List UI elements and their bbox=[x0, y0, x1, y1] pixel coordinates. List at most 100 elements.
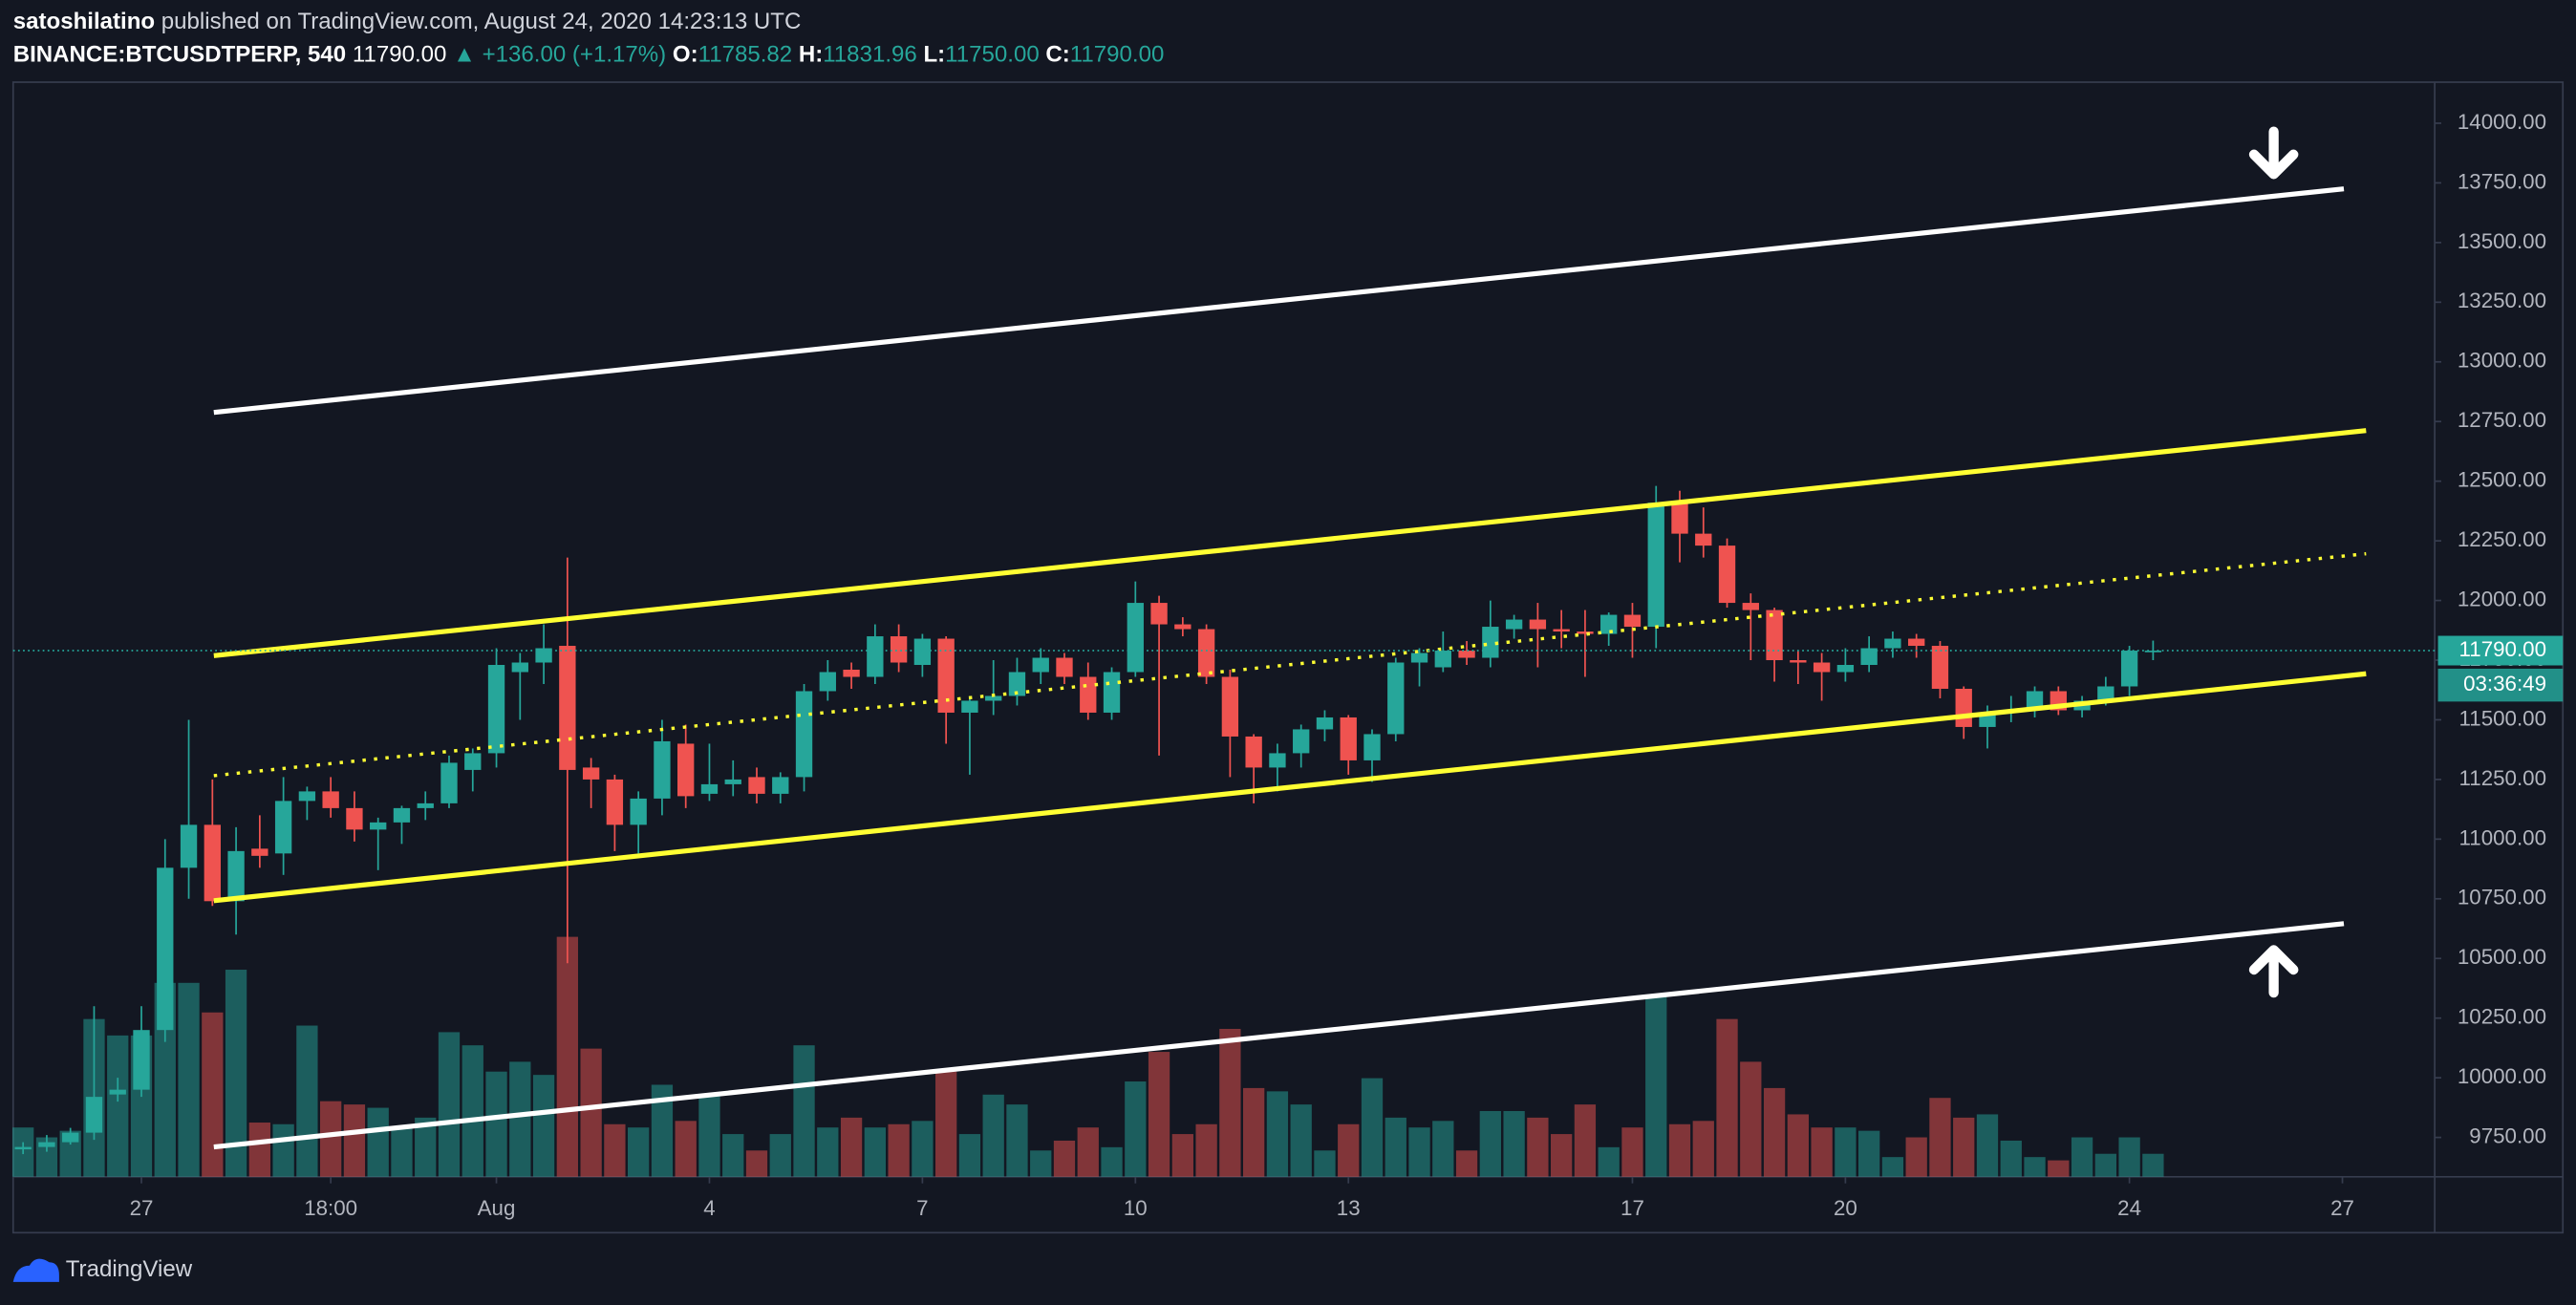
candle-body bbox=[2026, 691, 2044, 711]
volume-bar bbox=[1858, 1130, 1880, 1177]
trend-line bbox=[213, 551, 2367, 778]
candle-body bbox=[251, 848, 268, 856]
volume-bar bbox=[248, 1123, 270, 1177]
volume-bar bbox=[1290, 1104, 1312, 1177]
candle-body bbox=[393, 807, 411, 823]
y-tick-label: 12500.00 bbox=[2458, 468, 2546, 492]
candle-body bbox=[62, 1132, 79, 1143]
candle-body bbox=[1269, 753, 1286, 768]
candle-body bbox=[606, 779, 624, 825]
publisher: satoshilatino bbox=[13, 9, 155, 34]
l-label: L: bbox=[923, 42, 945, 68]
candle-body bbox=[511, 662, 528, 673]
candle-body bbox=[1790, 660, 1807, 663]
countdown-bg bbox=[2437, 668, 2564, 702]
volume-bar bbox=[1219, 1028, 1241, 1177]
candle-body bbox=[1908, 638, 1925, 647]
candle-body bbox=[2120, 651, 2138, 687]
volume-bar bbox=[1668, 1123, 1691, 1177]
volume-bar bbox=[1125, 1081, 1147, 1177]
o-label: O: bbox=[673, 42, 698, 68]
volume-bar bbox=[769, 1134, 791, 1177]
volume-bar bbox=[1077, 1127, 1099, 1177]
candle-body bbox=[795, 691, 813, 778]
high: 11831.96 bbox=[823, 42, 917, 68]
candle-body bbox=[559, 646, 576, 770]
c-label: C: bbox=[1045, 42, 1069, 68]
candle-body bbox=[1860, 648, 1878, 666]
volume-bar bbox=[1692, 1121, 1714, 1177]
y-tick-label: 12000.00 bbox=[2458, 587, 2546, 610]
volume-bar bbox=[628, 1127, 650, 1177]
candle-layer bbox=[14, 485, 2162, 1155]
volume-bar bbox=[1905, 1137, 1927, 1177]
candle-body bbox=[1410, 652, 1428, 663]
x-tick-label: 27 bbox=[2330, 1196, 2354, 1220]
candle-body bbox=[1008, 672, 1026, 696]
candle-body bbox=[937, 638, 955, 713]
candle-body bbox=[440, 762, 458, 803]
candle-body bbox=[1482, 627, 1499, 658]
volume-bar bbox=[1432, 1121, 1454, 1177]
volume-bar bbox=[1101, 1146, 1123, 1177]
candle-body bbox=[1671, 503, 1688, 534]
x-tick-label: 20 bbox=[1834, 1196, 1857, 1220]
candle-body bbox=[1150, 603, 1168, 625]
volume-bar bbox=[888, 1123, 910, 1177]
candle-body bbox=[1836, 665, 1855, 673]
volume-bar bbox=[1030, 1150, 1052, 1177]
open: 11785.82 bbox=[698, 42, 793, 68]
candle-body bbox=[582, 767, 600, 780]
candle-body bbox=[1197, 629, 1215, 677]
y-tick-label: 11250.00 bbox=[2459, 766, 2547, 790]
candle-body bbox=[133, 1030, 150, 1090]
y-tick-label: 13250.00 bbox=[2458, 289, 2546, 312]
candle-body bbox=[1955, 688, 1972, 727]
volume-bar bbox=[1171, 1134, 1193, 1177]
volume-bar bbox=[2071, 1137, 2093, 1177]
volume-layer bbox=[12, 936, 2164, 1177]
candle-body bbox=[913, 638, 932, 666]
x-tick-label: 18:00 bbox=[304, 1196, 357, 1220]
volume-bar bbox=[1621, 1127, 1643, 1177]
volume-bar bbox=[1574, 1104, 1597, 1177]
volume-bar bbox=[1503, 1110, 1525, 1177]
candle-body bbox=[748, 777, 765, 794]
publish-line: satoshilatino published on TradingView.c… bbox=[13, 9, 802, 34]
y-tick-label: 11500.00 bbox=[2459, 706, 2547, 730]
candle-body bbox=[2097, 686, 2114, 701]
candle-body bbox=[322, 791, 339, 808]
candle-body bbox=[1458, 651, 1475, 658]
down-arrow bbox=[2248, 126, 2299, 180]
candle-body bbox=[180, 824, 198, 868]
x-tick-label: 27 bbox=[130, 1196, 154, 1220]
candle-body bbox=[204, 824, 221, 902]
candle-body bbox=[1931, 646, 1949, 689]
volume-bar bbox=[2094, 1153, 2116, 1177]
volume-bar bbox=[1053, 1140, 1076, 1177]
logo-icon bbox=[12, 1258, 59, 1282]
candle-body bbox=[38, 1142, 55, 1147]
volume-bar bbox=[509, 1061, 531, 1177]
volume-bar bbox=[982, 1094, 1004, 1177]
candle-body bbox=[535, 648, 552, 663]
volume-bar bbox=[391, 1127, 413, 1177]
candle-body bbox=[1363, 734, 1381, 760]
y-tick-label: 10750.00 bbox=[2458, 886, 2546, 909]
candle-body bbox=[1553, 629, 1570, 632]
drawing-layer bbox=[213, 186, 2367, 1150]
candle-body bbox=[1577, 631, 1594, 634]
volume-bar bbox=[1645, 995, 1667, 1177]
candle-body bbox=[1316, 717, 1334, 730]
candle-body bbox=[867, 636, 884, 677]
candle-body bbox=[630, 798, 647, 825]
y-tick-label: 13500.00 bbox=[2458, 229, 2546, 253]
volume-bar bbox=[532, 1075, 555, 1177]
y-tick-label: 13000.00 bbox=[2458, 349, 2546, 373]
candle-body bbox=[1080, 676, 1097, 713]
candle-body bbox=[724, 779, 741, 784]
h-label: H: bbox=[799, 42, 823, 68]
